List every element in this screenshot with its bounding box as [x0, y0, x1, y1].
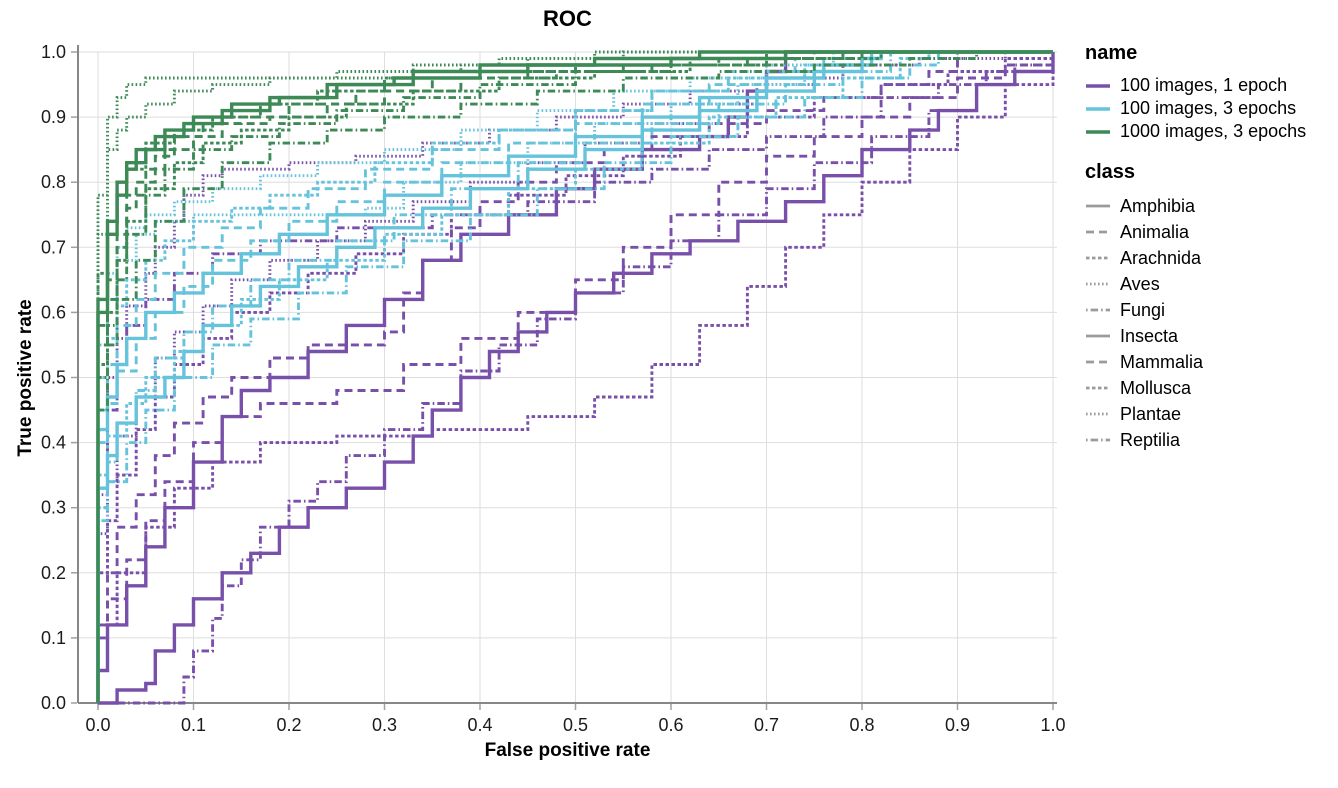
- legend-swatch-line: [1086, 230, 1110, 234]
- legend-item: Insecta: [1085, 323, 1306, 349]
- roc-curve: [96, 50, 1053, 703]
- legend-item: 100 images, 1 epoch: [1085, 74, 1306, 97]
- legend-item: 1000 images, 3 epochs: [1085, 120, 1306, 143]
- roc-curve: [96, 50, 1053, 703]
- y-axis-title: True positive rate: [15, 299, 36, 457]
- chart-title: ROC: [543, 6, 592, 31]
- legend-item: Amphibia: [1085, 193, 1306, 219]
- class-legend-items: Amphibia Animalia Arachnida Aves Fungi Insect…: [1085, 193, 1306, 453]
- legend-swatch-line: [1086, 129, 1110, 134]
- x-tick-label: 0.6: [658, 715, 683, 735]
- legend-item-label: Animalia: [1120, 221, 1190, 242]
- legend-item-label: Insecta: [1120, 325, 1179, 346]
- legend-item-label: Amphibia: [1120, 195, 1196, 216]
- roc-curve: [96, 50, 1053, 703]
- x-tick-label: 1.0: [1040, 715, 1065, 735]
- roc-curve: [96, 50, 1053, 703]
- legend-swatch-line: [1086, 360, 1110, 364]
- legend-item: Mammalia: [1085, 349, 1306, 375]
- legend-item-label: Mollusca: [1120, 377, 1192, 398]
- legend-item-label: 100 images, 3 epochs: [1120, 98, 1297, 118]
- roc-curve: [98, 52, 1055, 705]
- y-tick-label: 0.0: [41, 693, 66, 713]
- roc-curve: [96, 50, 1053, 703]
- roc-curve: [96, 50, 1053, 703]
- y-tick-label: 0.2: [41, 563, 66, 583]
- x-tick-label: 0.1: [181, 715, 206, 735]
- legend-item-label: Reptilia: [1120, 429, 1181, 450]
- legend-swatch-line: [1086, 256, 1110, 260]
- x-tick-label: 0.0: [85, 715, 110, 735]
- x-tick-label: 0.2: [276, 715, 301, 735]
- legend-item-label: Mammalia: [1120, 351, 1204, 372]
- class-legend-title: class: [1085, 161, 1136, 183]
- legend-swatch-line: [1086, 83, 1110, 88]
- legend-item: Reptilia: [1085, 427, 1306, 453]
- roc-curve: [96, 50, 1053, 703]
- roc-curve: [96, 50, 1053, 703]
- legend-swatch-line: [1086, 204, 1110, 208]
- legend-item-label: 100 images, 1 epoch: [1120, 75, 1288, 95]
- y-tick-label: 0.4: [41, 433, 66, 453]
- roc-curve: [96, 50, 1053, 703]
- legend-item: Animalia: [1085, 219, 1306, 245]
- roc-curve: [96, 52, 1055, 703]
- roc-curve: [96, 50, 1053, 703]
- legend-swatch-line: [1086, 334, 1110, 338]
- legend-item-label: Aves: [1120, 273, 1160, 294]
- x-tick-label: 0.3: [372, 715, 397, 735]
- legend-item: Aves: [1085, 271, 1306, 297]
- legend-item: Mollusca: [1085, 375, 1306, 401]
- y-tick-label: 1.0: [41, 42, 66, 62]
- legend-item: Fungi: [1085, 297, 1306, 323]
- name-legend-title: name: [1085, 42, 1138, 64]
- legend-panel: name 100 images, 1 epoch 100 images, 3 ep…: [1085, 42, 1306, 453]
- legend-item: 100 images, 3 epochs: [1085, 97, 1306, 120]
- roc-curve: [96, 50, 1053, 703]
- y-tick-label: 0.8: [41, 172, 66, 192]
- legend-swatch-line: [1086, 282, 1110, 286]
- legend-item: Plantae: [1085, 401, 1306, 427]
- legend-item-label: Plantae: [1120, 403, 1182, 424]
- y-tick-label: 0.5: [41, 368, 66, 388]
- roc-curve: [96, 50, 1053, 703]
- roc-curve: [96, 50, 1053, 703]
- roc-plot-svg: 0.0 0.1 0.2 0.3 0.4 0.5 0.6 0.7 0.8 0.9 1.0 0.0 0.1 0…: [41, 42, 1066, 735]
- legend-swatch-line: [1086, 412, 1110, 416]
- y-tick-label: 0.7: [41, 237, 66, 257]
- y-tick-label: 0.9: [41, 107, 66, 127]
- legend-item-label: Arachnida: [1120, 247, 1202, 268]
- x-tick-label: 0.8: [849, 715, 874, 735]
- roc-curve: [96, 50, 1053, 703]
- x-tick-label: 0.5: [563, 715, 588, 735]
- roc-curve: [96, 52, 1055, 703]
- x-axis-title: False positive rate: [484, 740, 651, 761]
- roc-curve: [96, 50, 1053, 703]
- legend-swatch-line: [1086, 438, 1110, 442]
- legend-item-label: 1000 images, 3 epochs: [1120, 121, 1307, 141]
- legend-item: Arachnida: [1085, 245, 1306, 271]
- x-tick-label: 0.9: [945, 715, 970, 735]
- legend-swatch-line: [1086, 106, 1110, 111]
- name-legend-items: 100 images, 1 epoch 100 images, 3 epochs 1…: [1085, 74, 1306, 143]
- roc-curve: [96, 50, 1053, 703]
- roc-curve: [96, 50, 1053, 703]
- roc-curve: [96, 50, 1053, 703]
- legend-item-label: Fungi: [1120, 299, 1166, 320]
- y-tick-label: 0.3: [41, 498, 66, 518]
- y-tick-label: 0.6: [41, 302, 66, 322]
- x-tick-label: 0.4: [467, 715, 492, 735]
- legend-swatch-line: [1086, 308, 1110, 312]
- legend-swatch-line: [1086, 386, 1110, 390]
- x-tick-label: 0.7: [754, 715, 779, 735]
- y-tick-label: 0.1: [41, 628, 66, 648]
